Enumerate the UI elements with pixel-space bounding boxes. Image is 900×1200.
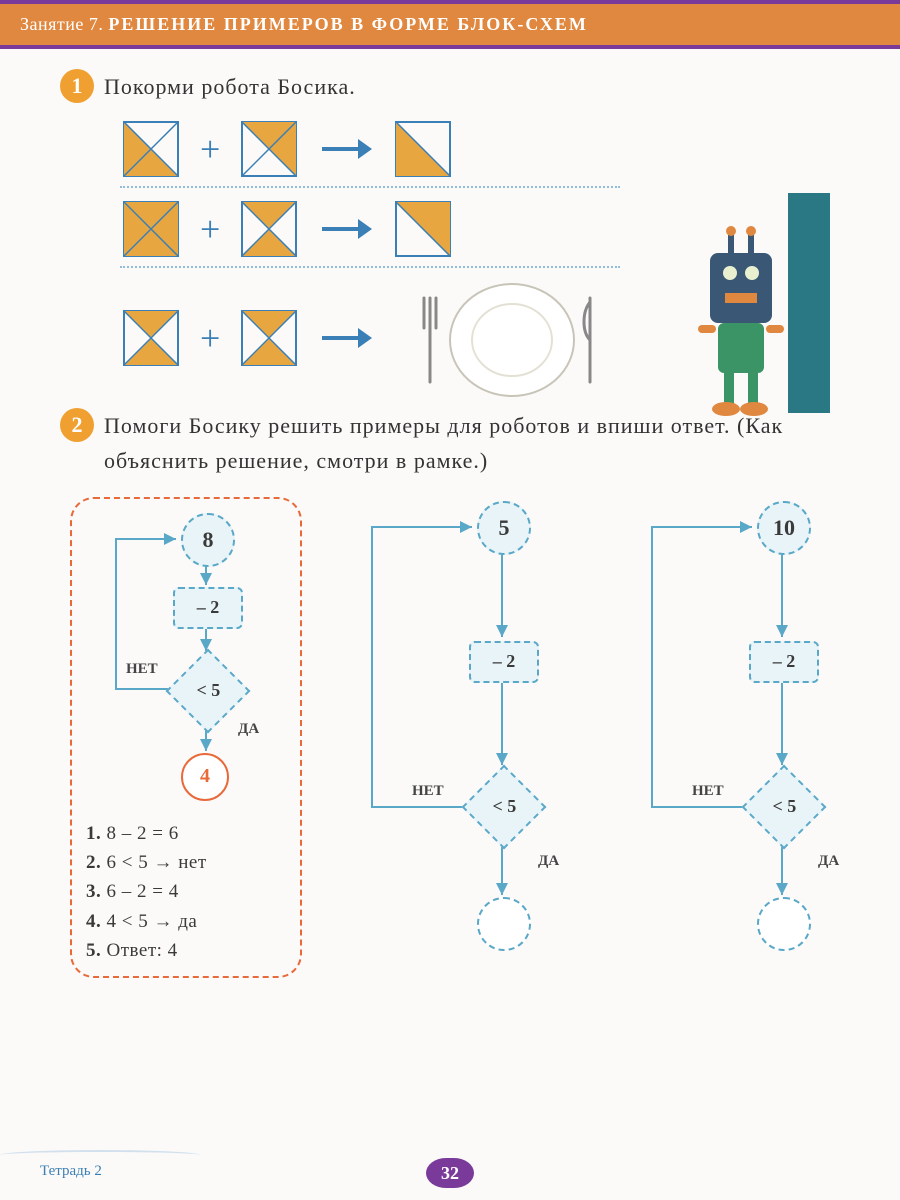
plate-icon bbox=[392, 278, 612, 398]
task-number-badge: 1 bbox=[60, 69, 94, 103]
start-node: 10 bbox=[757, 501, 811, 555]
answer-node[interactable] bbox=[477, 897, 531, 951]
operand-square bbox=[120, 198, 182, 260]
task-number-badge: 2 bbox=[60, 408, 94, 442]
operation-node: – 2 bbox=[173, 587, 243, 629]
lesson-title: РЕШЕНИЕ ПРИМЕРОВ В ФОРМЕ БЛОК-СХЕМ bbox=[108, 14, 587, 34]
arrow-icon bbox=[318, 323, 374, 353]
result-node: 4 bbox=[181, 753, 229, 801]
operand-square bbox=[238, 198, 300, 260]
step-line: 1. 8 – 2 = 6 bbox=[86, 819, 286, 848]
robot-illustration bbox=[670, 193, 830, 443]
task-1-text: Покорми робота Босика. bbox=[104, 69, 356, 104]
step-line: 2. 6 < 5 → нет bbox=[86, 848, 286, 877]
example-flowchart-box: 8 – 2 < 5 НЕТ ДА 4 1. 8 – 2 = 62. 6 < 5 … bbox=[70, 497, 302, 978]
example-steps: 1. 8 – 2 = 62. 6 < 5 → нет3. 6 – 2 = 44.… bbox=[86, 819, 286, 966]
step-line: 3. 6 – 2 = 4 bbox=[86, 877, 286, 906]
shape-puzzle-area: + + bbox=[120, 118, 860, 398]
operand-square bbox=[120, 307, 182, 369]
row-separator bbox=[120, 186, 620, 188]
lesson-header: Занятие 7. РЕШЕНИЕ ПРИМЕРОВ В ФОРМЕ БЛОК… bbox=[0, 0, 900, 49]
operand-square bbox=[120, 118, 182, 180]
problem-flowchart: 10 – 2 < 5 НЕТ ДА bbox=[612, 497, 862, 957]
flowchart-area: 8 – 2 < 5 НЕТ ДА 4 1. 8 – 2 = 62. 6 < 5 … bbox=[60, 497, 860, 978]
result-square bbox=[392, 118, 454, 180]
operation-node: – 2 bbox=[469, 641, 539, 683]
yes-label: ДА bbox=[238, 721, 259, 738]
result-square bbox=[392, 198, 454, 260]
no-label: НЕТ bbox=[126, 661, 158, 678]
start-node: 8 bbox=[181, 513, 235, 567]
yes-label: ДА bbox=[818, 853, 839, 870]
row-separator bbox=[120, 266, 620, 268]
arrow-icon bbox=[318, 214, 374, 244]
step-line: 5. Ответ: 4 bbox=[86, 936, 286, 965]
yes-label: ДА bbox=[538, 853, 559, 870]
task-1: 1 Покорми робота Босика. bbox=[60, 69, 860, 104]
step-line: 4. 4 < 5 → да bbox=[86, 907, 286, 936]
page-footer: 32 bbox=[0, 1158, 900, 1188]
plus-operator: + bbox=[200, 128, 220, 170]
no-label: НЕТ bbox=[692, 783, 724, 800]
problem-flowchart: 5 – 2 < 5 НЕТ ДА bbox=[332, 497, 582, 957]
start-node: 5 bbox=[477, 501, 531, 555]
page-number-badge: 32 bbox=[426, 1158, 474, 1188]
shape-equation-row: + bbox=[120, 118, 860, 180]
answer-node[interactable] bbox=[757, 897, 811, 951]
operand-square bbox=[238, 307, 300, 369]
plus-operator: + bbox=[200, 317, 220, 359]
no-label: НЕТ bbox=[412, 783, 444, 800]
example-flowchart: 8 – 2 < 5 НЕТ ДА 4 bbox=[86, 513, 286, 813]
arrow-icon bbox=[318, 134, 374, 164]
plus-operator: + bbox=[200, 208, 220, 250]
operation-node: – 2 bbox=[749, 641, 819, 683]
lesson-prefix: Занятие 7. bbox=[20, 14, 103, 34]
operand-square bbox=[238, 118, 300, 180]
